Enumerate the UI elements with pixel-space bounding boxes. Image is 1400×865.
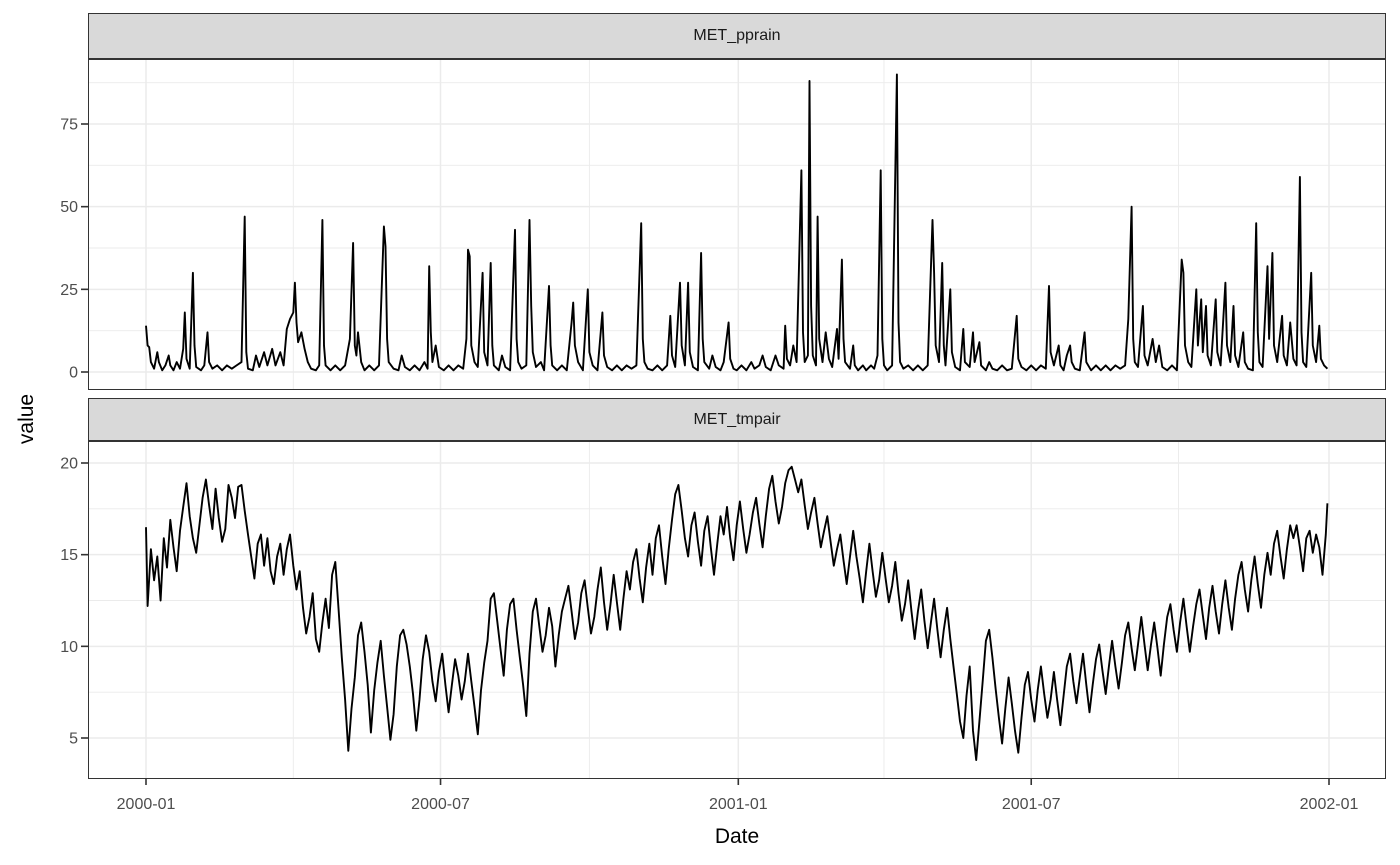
x-tick-label: 2001-07 — [1002, 796, 1061, 813]
y-tick-label: 5 — [69, 731, 78, 748]
y-tick-label: 0 — [69, 365, 78, 382]
x-axis-title: Date — [714, 825, 760, 848]
facet-strip-label: MET_tmpair — [693, 410, 781, 428]
x-tick-label: 2001-01 — [709, 796, 768, 813]
facet-strip-met-tmpair: MET_tmpair — [88, 398, 1386, 441]
facet-strip-met-pprain: MET_pprain — [88, 13, 1386, 59]
facet-strip-label: MET_pprain — [693, 27, 781, 44]
y-tick-label: 75 — [60, 117, 78, 134]
y-tick-label: 10 — [60, 639, 78, 656]
x-tick-label: 2002-01 — [1300, 796, 1359, 813]
x-tick-label: 2000-01 — [117, 796, 176, 813]
x-tick-label: 2000-07 — [411, 796, 470, 813]
facet-panel-met-pprain — [88, 59, 1386, 390]
facet-panel-met-tmpair — [88, 441, 1386, 779]
y-tick-label: 50 — [60, 199, 78, 216]
y-tick-label: 20 — [60, 456, 78, 473]
y-axis-title: value — [15, 393, 38, 445]
y-tick-label: 25 — [60, 282, 78, 299]
y-tick-label: 15 — [60, 547, 78, 564]
